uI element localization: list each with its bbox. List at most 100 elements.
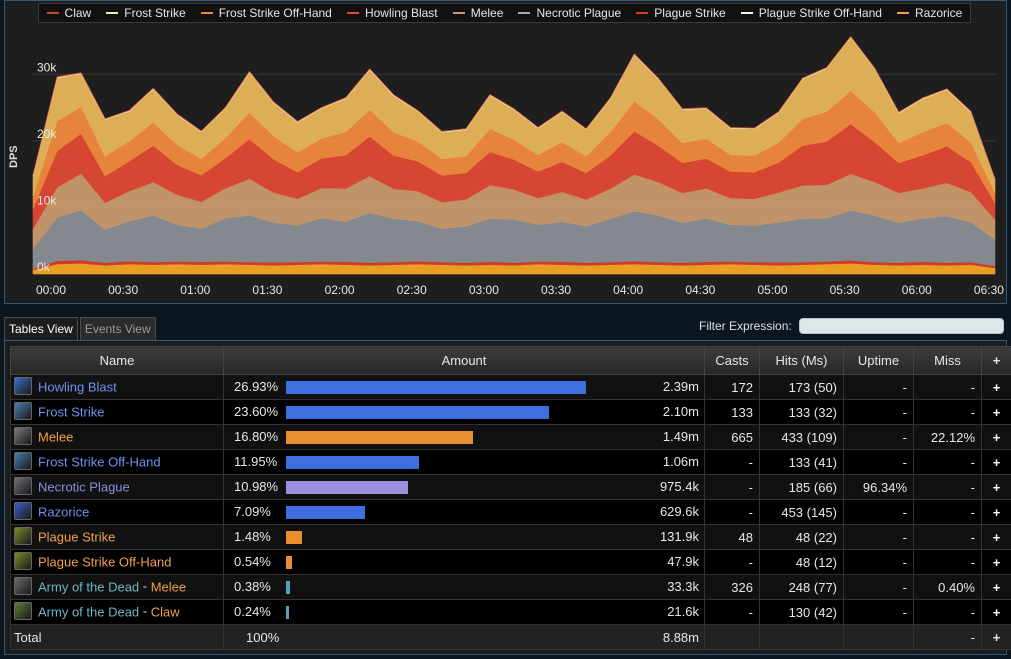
table-row[interactable]: Plague Strike Off-Hand 0.54% 47.9k -48 (12)… xyxy=(10,549,1011,575)
column-header-miss[interactable]: Miss xyxy=(913,346,982,375)
legend-item[interactable]: Frost Strike xyxy=(106,6,186,20)
ability-name-link[interactable]: Army of the Dead xyxy=(38,579,140,595)
expand-row-button[interactable]: + xyxy=(981,474,1011,500)
column-header-uptime[interactable]: Uptime xyxy=(843,346,914,375)
amount-cell: 10.98% 975.4k xyxy=(223,474,705,500)
ability-name-link[interactable]: Army of the Dead xyxy=(38,604,140,620)
add-column-button[interactable]: + xyxy=(981,346,1011,375)
amount-cell: 7.09% 629.6k xyxy=(223,499,705,525)
x-tick-label: 00:30 xyxy=(108,283,138,297)
ability-name-link[interactable]: Howling Blast xyxy=(38,379,117,395)
ability-name-link[interactable]: Melee xyxy=(38,429,74,445)
damage-percent: 7.09% xyxy=(234,504,271,519)
expand-total-button[interactable]: + xyxy=(981,624,1011,650)
legend-item[interactable]: Plague Strike xyxy=(636,6,726,20)
legend-item[interactable]: Howling Blast xyxy=(346,6,438,20)
expand-row-button[interactable]: + xyxy=(981,449,1011,475)
hits-cell: 133 (32) xyxy=(759,399,844,425)
expand-row-button[interactable]: + xyxy=(981,399,1011,425)
frost-strike-off-hand-icon xyxy=(14,452,32,470)
table-row[interactable]: Razorice 7.09% 629.6k -453 (145) - - + xyxy=(10,499,1011,525)
casts-cell: - xyxy=(704,599,760,625)
ability-name-link[interactable]: Plague Strike xyxy=(38,529,116,545)
legend-swatch xyxy=(106,12,119,14)
miss-cell: - xyxy=(913,499,982,525)
miss-cell: 22.12% xyxy=(913,424,982,450)
expand-row-button[interactable]: + xyxy=(981,524,1011,550)
damage-bar xyxy=(286,556,292,569)
uptime-cell: - xyxy=(843,549,914,575)
table-row[interactable]: Necrotic Plague 10.98% 975.4k -185 (66) 96.3… xyxy=(10,474,1011,500)
dps-chart-panel: 0k 10k 20k 30k 00:00 00:30 01:00 01:30 02:00 02:3… xyxy=(4,0,1007,304)
damage-percent: 26.93% xyxy=(234,379,279,394)
ability-cell: Frost Strike Off-Hand xyxy=(10,449,224,475)
amount-cell: 0.24% 21.6k xyxy=(223,599,705,625)
legend-swatch xyxy=(897,12,909,14)
hits-cell: 48 (22) xyxy=(759,524,844,550)
legend-item[interactable]: Necrotic Plague xyxy=(518,6,621,20)
expand-row-button[interactable]: + xyxy=(981,374,1011,400)
expand-row-button[interactable]: + xyxy=(981,499,1011,525)
column-header-hits[interactable]: Hits (Ms) xyxy=(759,346,844,375)
ability-cell: Plague Strike xyxy=(10,524,224,550)
damage-bar xyxy=(286,531,302,544)
uptime-cell: - xyxy=(843,424,914,450)
ability-name-link[interactable]: Razorice xyxy=(38,504,90,520)
hits-cell: 185 (66) xyxy=(759,474,844,500)
ability-name-link[interactable]: Frost Strike Off-Hand xyxy=(38,454,161,470)
legend-item[interactable]: Plague Strike Off-Hand xyxy=(740,6,882,20)
damage-amount: 1.49m xyxy=(662,429,699,444)
column-header-casts[interactable]: Casts xyxy=(704,346,760,375)
legend-item[interactable]: Razorice xyxy=(897,6,962,20)
damage-percent: 16.80% xyxy=(234,429,279,444)
table-row[interactable]: Howling Blast 26.93% 2.39m 172 173 (50) - - + xyxy=(10,374,1011,400)
expand-row-button[interactable]: + xyxy=(981,599,1011,625)
legend-item[interactable]: Claw xyxy=(46,6,91,20)
table-row[interactable]: Frost Strike 23.60% 2.10m 133 133 (32) - - + xyxy=(10,399,1011,425)
casts-cell: 665 xyxy=(704,424,760,450)
table-row[interactable]: Army of the Dead - Claw 0.24% 21.6k -130 (4… xyxy=(10,599,1011,625)
column-header-amount[interactable]: Amount xyxy=(223,346,705,375)
ability-pet-type: Claw xyxy=(150,604,180,620)
table-row[interactable]: Army of the Dead - Melee 0.38% 33.3k 326 248… xyxy=(10,574,1011,600)
expand-row-button[interactable]: + xyxy=(981,574,1011,600)
amount-cell: 0.38% 33.3k xyxy=(223,574,705,600)
howling-blast-icon xyxy=(14,377,32,395)
dps-area-chart: 0k 10k 20k 30k 00:00 00:30 01:00 01:30 02:00 02:3… xyxy=(32,35,1004,297)
tab-events-view[interactable]: Events View xyxy=(79,317,156,340)
legend-label: Necrotic Plague xyxy=(536,6,622,20)
x-tick-label: 04:30 xyxy=(685,283,715,297)
expand-row-button[interactable]: + xyxy=(981,549,1011,575)
damage-bar xyxy=(286,506,365,519)
table-row[interactable]: Melee 16.80% 1.49m 665 433 (109) -22.12% + xyxy=(10,424,1011,450)
expand-row-button[interactable]: + xyxy=(981,424,1011,450)
table-row[interactable]: Frost Strike Off-Hand 11.95% 1.06m -133 (41… xyxy=(10,449,1011,475)
tab-tables-view[interactable]: Tables View xyxy=(4,317,78,340)
ability-cell: Plague Strike Off-Hand xyxy=(10,549,224,575)
ability-name-link[interactable]: Plague Strike Off-Hand xyxy=(38,554,172,570)
y-tick-label: 20k xyxy=(37,127,57,141)
ability-name-link[interactable]: Frost Strike xyxy=(38,404,105,420)
miss-cell: - xyxy=(913,549,982,575)
total-percent-value: 100% xyxy=(246,629,280,645)
legend-item[interactable]: Frost Strike Off-Hand xyxy=(200,6,332,20)
legend-item[interactable]: Melee xyxy=(452,6,503,20)
ability-cell: Frost Strike xyxy=(10,399,224,425)
x-tick-label: 04:00 xyxy=(613,283,643,297)
uptime-cell: - xyxy=(843,374,914,400)
total-percent: 100% 8.88m xyxy=(223,624,705,650)
plague-strike-icon xyxy=(14,527,32,545)
uptime-cell: - xyxy=(843,399,914,425)
filter-expression-input[interactable] xyxy=(799,318,1004,334)
amount-cell: 11.95% 1.06m xyxy=(223,449,705,475)
ability-name-link[interactable]: Necrotic Plague xyxy=(38,479,130,495)
column-header-name[interactable]: Name xyxy=(10,346,224,375)
x-tick-label: 02:30 xyxy=(397,283,427,297)
razorice-icon xyxy=(14,502,32,520)
damage-bar xyxy=(286,406,549,419)
legend-swatch xyxy=(346,12,359,14)
casts-cell: 172 xyxy=(704,374,760,400)
damage-amount: 2.10m xyxy=(662,404,699,419)
ability-pet-type: Melee xyxy=(150,579,187,595)
table-row[interactable]: Plague Strike 1.48% 131.9k 48 48 (22) - - + xyxy=(10,524,1011,550)
